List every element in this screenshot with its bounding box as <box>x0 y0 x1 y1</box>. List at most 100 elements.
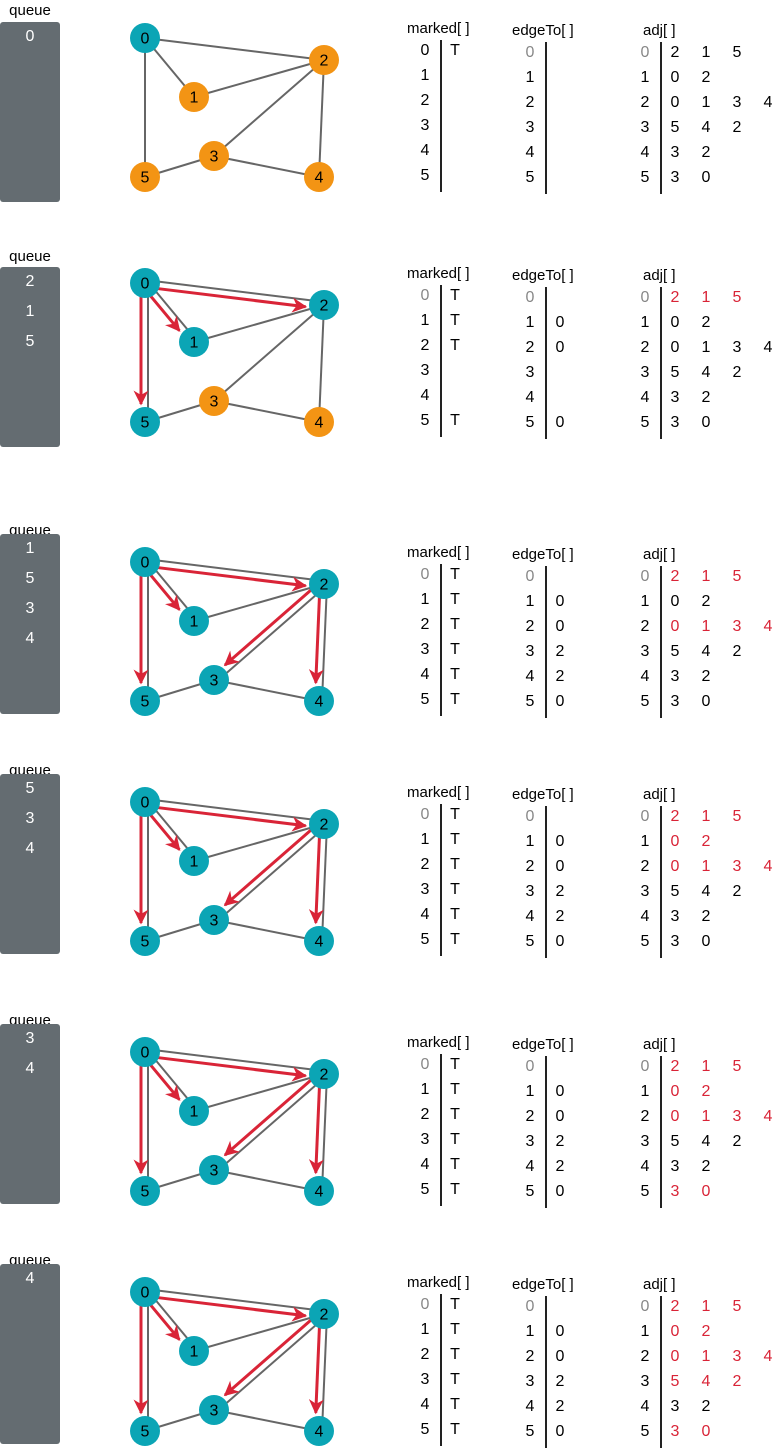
edgeto-value: 0 <box>555 833 565 850</box>
node-label: 4 <box>315 1424 324 1441</box>
graph-edge <box>193 1313 325 1352</box>
graph-node: 5 <box>130 1416 160 1446</box>
bfs-step: queue 2 1 5 0 1 2 3 4 5 marked[ ] edgeTo[ ] adj[ ] 0 T… <box>0 245 782 447</box>
marked-value: T <box>450 1106 460 1123</box>
graph-edge <box>215 1075 327 1174</box>
adj-entry: 0 <box>670 314 680 331</box>
adj-entry: 3 <box>732 858 742 875</box>
graph-diagram: 0 1 2 3 4 5 <box>130 268 339 437</box>
edgeto-value: 0 <box>555 933 565 950</box>
tree-edge-arrow <box>157 1056 308 1082</box>
adj-entry: 0 <box>670 69 680 86</box>
edgeto-value: 0 <box>555 1348 565 1365</box>
adj-index: 1 <box>640 69 650 86</box>
adj-entry: 2 <box>701 1323 711 1340</box>
graph-node: 4 <box>304 162 334 192</box>
edgeto-title: edgeTo[ ] <box>512 1036 574 1053</box>
node-label: 2 <box>320 1067 329 1084</box>
node-circle <box>199 1395 229 1425</box>
edgeto-value: 0 <box>555 339 565 356</box>
marked-index: 3 <box>420 881 430 898</box>
adj-entry: 0 <box>670 94 680 111</box>
graph-node: 3 <box>199 905 229 935</box>
adj-entry: 1 <box>701 1348 711 1365</box>
graph-node: 1 <box>179 327 209 357</box>
graph-edge <box>213 679 320 702</box>
queue-item: 1 <box>25 540 35 557</box>
adj-title: adj[ ] <box>643 546 676 563</box>
adj-entry: 1 <box>701 44 711 61</box>
adj-index: 5 <box>640 169 650 186</box>
queue-item: 4 <box>25 630 35 647</box>
graph-edge <box>213 400 320 423</box>
queue-item: 0 <box>25 28 35 45</box>
bfs-step: queue 5 3 4 0 1 2 3 4 5 marked[ ] edgeTo[ ] adj[ ] 0 T… <box>0 752 782 958</box>
adj-entry: 0 <box>670 339 680 356</box>
node-circle <box>130 407 160 437</box>
graph-edge <box>193 1073 325 1112</box>
marked-index: 0 <box>420 566 430 583</box>
adj-divider <box>660 1056 662 1208</box>
adj-entry: 2 <box>732 119 742 136</box>
edgeto-value: 2 <box>555 1133 565 1150</box>
queue-box <box>0 774 60 954</box>
edgeto-value: 2 <box>555 1158 565 1175</box>
adj-index: 4 <box>640 668 650 685</box>
marked-value: T <box>450 1156 460 1173</box>
marked-index: 2 <box>420 92 430 109</box>
node-label: 1 <box>190 614 199 631</box>
edgeto-index: 0 <box>525 808 535 825</box>
marked-index: 3 <box>420 641 430 658</box>
adj-index: 0 <box>640 568 650 585</box>
node-circle <box>309 809 339 839</box>
adj-index: 3 <box>640 883 650 900</box>
marked-index: 5 <box>420 412 430 429</box>
node-label: 3 <box>210 913 219 930</box>
edgeto-value: 0 <box>555 858 565 875</box>
graph-edge <box>320 1074 328 1192</box>
adj-index: 5 <box>640 1183 650 1200</box>
node-circle <box>304 686 334 716</box>
graph-node: 1 <box>179 1336 209 1366</box>
graph-edge <box>213 155 320 178</box>
adj-entry: 0 <box>670 858 680 875</box>
edgeto-divider <box>545 806 547 958</box>
adj-entry: 2 <box>670 808 680 825</box>
graph-node: 5 <box>130 407 160 437</box>
marked-value: T <box>450 1081 460 1098</box>
node-label: 5 <box>141 415 150 432</box>
adj-entry: 3 <box>670 693 680 710</box>
edgeto-title: edgeTo[ ] <box>512 546 574 563</box>
node-circle <box>199 665 229 695</box>
graph-node: 4 <box>304 407 334 437</box>
adj-entry: 0 <box>701 933 711 950</box>
adj-index: 5 <box>640 414 650 431</box>
adj-entry: 1 <box>701 339 711 356</box>
marked-value: T <box>450 906 460 923</box>
node-label: 5 <box>141 1184 150 1201</box>
adj-divider <box>660 566 662 718</box>
adj-entry: 2 <box>732 883 742 900</box>
marked-index: 5 <box>420 167 430 184</box>
edgeto-index: 3 <box>525 643 535 660</box>
graph-edge <box>213 1409 320 1432</box>
adj-entry: 2 <box>701 314 711 331</box>
graph-node: 4 <box>304 1416 334 1446</box>
adj-entry: 3 <box>670 908 680 925</box>
node-circle <box>130 547 160 577</box>
adj-index: 1 <box>640 1323 650 1340</box>
edgeto-index: 1 <box>525 593 535 610</box>
marked-value: T <box>450 881 460 898</box>
adj-index: 0 <box>640 1298 650 1315</box>
node-label: 0 <box>141 276 150 293</box>
marked-divider <box>440 1054 442 1206</box>
adj-entry: 0 <box>670 1108 680 1125</box>
node-label: 4 <box>315 170 324 187</box>
marked-index: 4 <box>420 1396 430 1413</box>
node-circle <box>130 787 160 817</box>
edgeto-index: 2 <box>525 339 535 356</box>
marked-title: marked[ ] <box>407 1274 470 1291</box>
graph-edge <box>320 584 328 702</box>
edgeto-value: 0 <box>555 1323 565 1340</box>
marked-index: 0 <box>420 1296 430 1313</box>
